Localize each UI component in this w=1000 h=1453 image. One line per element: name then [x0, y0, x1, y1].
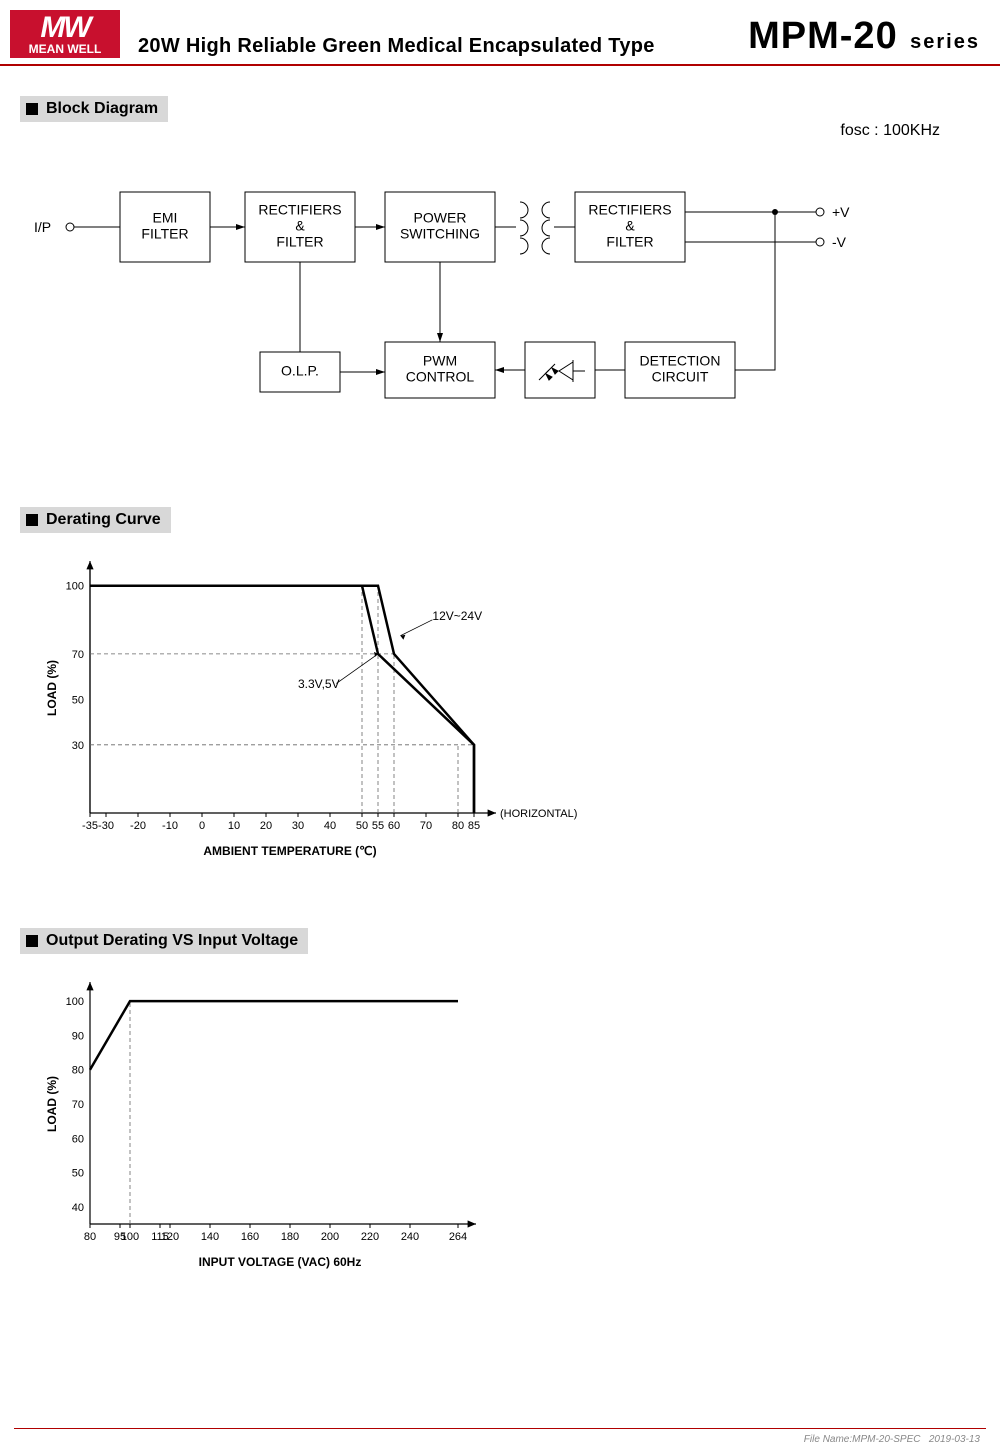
svg-text:40: 40 [72, 1202, 84, 1214]
svg-text:INPUT VOLTAGE (VAC) 60Hz: INPUT VOLTAGE (VAC) 60Hz [199, 1255, 362, 1269]
page-header: MW MEAN WELL 20W High Reliable Green Med… [0, 0, 1000, 66]
svg-text:100: 100 [121, 1231, 139, 1243]
section-title-output-derating: Output Derating VS Input Voltage [20, 928, 308, 954]
svg-text:30: 30 [72, 740, 84, 752]
svg-text:0: 0 [199, 820, 205, 832]
output-derating-section: Output Derating VS Input Voltage 40 50 60 7… [0, 928, 1000, 1289]
section-title-block-diagram: Block Diagram [20, 96, 168, 122]
svg-text:240: 240 [401, 1231, 419, 1243]
svg-text:264: 264 [449, 1231, 467, 1243]
svg-text:FILTER: FILTER [141, 226, 188, 242]
svg-text:RECTIFIERS: RECTIFIERS [258, 202, 341, 218]
logo-top: MW [40, 13, 89, 43]
brand-logo: MW MEAN WELL [10, 10, 120, 58]
footer-date: 2019-03-13 [929, 1434, 980, 1445]
svg-text:12V~24V: 12V~24V [432, 609, 482, 623]
ip-label: I/P [34, 219, 51, 235]
footer-filename: File Name:MPM-20-SPEC [804, 1434, 921, 1445]
block-diagram-svg: I/PEMIFILTERRECTIFIERS&FILTERPOWERSWITCH… [20, 162, 980, 472]
svg-text:80: 80 [84, 1231, 96, 1243]
svg-text:CIRCUIT: CIRCUIT [652, 369, 709, 385]
svg-text:80: 80 [452, 820, 464, 832]
svg-text:220: 220 [361, 1231, 379, 1243]
svg-text:DETECTION: DETECTION [640, 353, 721, 369]
svg-text:60: 60 [388, 820, 400, 832]
svg-text:-30: -30 [98, 820, 114, 832]
svg-text:160: 160 [241, 1231, 259, 1243]
output-derating-chart: 4050607080901008095100115120140160180200… [40, 974, 500, 1284]
derating-curve-chart: 30 50 70 100 -35-30 -20 -10 0 10 20 30 40 50 55 60 70 80… [40, 553, 580, 873]
svg-text:-20: -20 [130, 820, 146, 832]
svg-text:AMBIENT TEMPERATURE (℃): AMBIENT TEMPERATURE (℃) [203, 844, 376, 858]
svg-text:POWER: POWER [414, 210, 467, 226]
model-title: MPM-20 series [748, 15, 980, 58]
svg-text:180: 180 [281, 1231, 299, 1243]
footer-rule [14, 1428, 986, 1429]
svg-text:SWITCHING: SWITCHING [400, 226, 480, 242]
svg-text:50: 50 [72, 1168, 84, 1180]
svg-text:(HORIZONTAL): (HORIZONTAL) [500, 808, 577, 820]
svg-text:140: 140 [201, 1231, 219, 1243]
page-footer: File Name:MPM-20-SPEC 2019-03-13 [804, 1434, 980, 1445]
svg-text:85: 85 [468, 820, 480, 832]
svg-text:50: 50 [72, 694, 84, 706]
svg-text:3.3V,5V: 3.3V,5V [298, 677, 340, 691]
svg-text:PWM: PWM [423, 353, 457, 369]
svg-text:20: 20 [260, 820, 272, 832]
svg-text:O.L.P.: O.L.P. [281, 363, 319, 379]
svg-text:-10: -10 [162, 820, 178, 832]
svg-text:60: 60 [72, 1133, 84, 1145]
svg-text:70: 70 [420, 820, 432, 832]
svg-text:70: 70 [72, 649, 84, 661]
svg-text:10: 10 [228, 820, 240, 832]
svg-text:-35: -35 [82, 820, 98, 832]
svg-text:100: 100 [66, 581, 84, 593]
pos-v-label: +V [832, 204, 850, 220]
fosc-label: fosc : 100KHz [840, 122, 940, 140]
svg-text:LOAD (%): LOAD (%) [45, 660, 59, 716]
svg-text:30: 30 [292, 820, 304, 832]
page-subtitle: 20W High Reliable Green Medical Encapsul… [138, 35, 748, 58]
svg-text:LOAD (%): LOAD (%) [45, 1076, 59, 1132]
block-diagram-section: Block Diagram fosc : 100KHz I/PEMIFILTER… [0, 96, 1000, 477]
svg-text:120: 120 [161, 1231, 179, 1243]
svg-text:200: 200 [321, 1231, 339, 1243]
svg-text:RECTIFIERS: RECTIFIERS [588, 202, 671, 218]
svg-text:100: 100 [66, 996, 84, 1008]
svg-text:80: 80 [72, 1065, 84, 1077]
svg-text:&: & [295, 218, 305, 234]
section-title-derating: Derating Curve [20, 507, 171, 533]
derating-curve-section: Derating Curve 30 50 70 100 -35-30 -20 -10 0 10 2… [0, 507, 1000, 878]
svg-text:50: 50 [356, 820, 368, 832]
svg-text:70: 70 [72, 1099, 84, 1111]
svg-text:FILTER: FILTER [606, 234, 653, 250]
svg-text:&: & [625, 218, 635, 234]
svg-text:55: 55 [372, 820, 384, 832]
model-number: MPM-20 [748, 15, 898, 57]
svg-text:CONTROL: CONTROL [406, 369, 475, 385]
neg-v-label: -V [832, 234, 847, 250]
svg-text:90: 90 [72, 1030, 84, 1042]
svg-text:FILTER: FILTER [276, 234, 323, 250]
svg-text:EMI: EMI [153, 210, 178, 226]
logo-bottom: MEAN WELL [29, 43, 102, 55]
svg-text:40: 40 [324, 820, 336, 832]
series-label: series [910, 31, 980, 53]
